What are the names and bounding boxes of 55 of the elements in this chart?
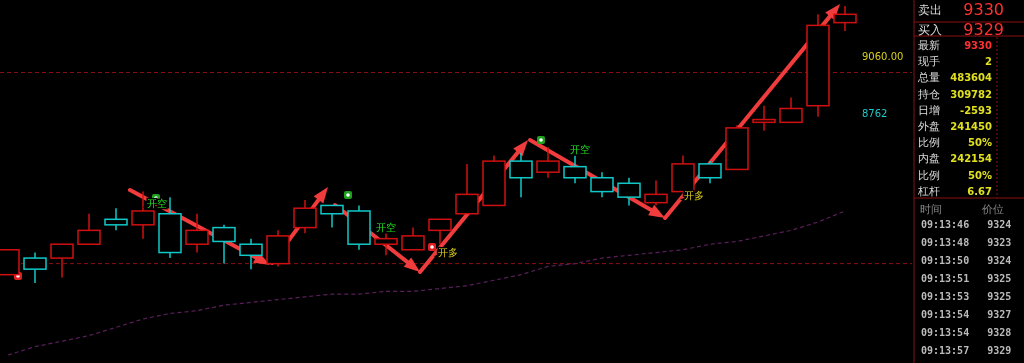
text: 价位 [981, 203, 1004, 216]
text: 内盘 [918, 152, 940, 166]
text: 总量 [917, 71, 940, 85]
text: 比例 [918, 168, 940, 182]
candlestick [266, 229, 290, 268]
text: 9329 [963, 20, 1004, 39]
text: 09:13:48 9323 [921, 237, 1012, 248]
candlestick [617, 176, 641, 207]
text: 09:13:54 9327 [921, 309, 1012, 320]
text: 8762 [862, 108, 888, 119]
candlestick [752, 104, 776, 132]
text: 持仓 [918, 87, 940, 101]
text: 09:13:53 9325 [921, 291, 1012, 302]
text: 09:13:54 9328 [921, 327, 1012, 338]
text: 日增 [918, 103, 940, 117]
text: 09:13:50 9324 [921, 255, 1012, 266]
text: 50% [968, 137, 992, 149]
text: -2593 [960, 104, 993, 116]
text: 比例 [918, 136, 940, 150]
text: 6.67 [967, 185, 993, 197]
text: 卖出 [918, 3, 942, 17]
text: 外盘 [918, 120, 940, 133]
candlestick [104, 207, 128, 232]
candlestick [536, 146, 560, 179]
candlestick [293, 199, 317, 234]
candlestick [806, 13, 830, 118]
text: 241450 [950, 121, 993, 132]
text: 09:13:57 9329 [921, 345, 1012, 356]
candlestick [374, 232, 398, 257]
candlestick [563, 154, 587, 185]
candlestick [212, 224, 236, 265]
annotation: 开多 [438, 247, 458, 258]
text: 242154 [950, 153, 993, 165]
candlestick [239, 237, 263, 270]
candlestick [590, 171, 614, 198]
candlestick [347, 204, 371, 251]
annotation: 开空 [376, 222, 396, 233]
text: 50% [968, 169, 992, 181]
text: 9330 [963, 0, 1004, 19]
text: 最新 [918, 39, 940, 52]
text: 现手 [918, 55, 940, 69]
text: 483604 [950, 72, 993, 84]
text: 买入 [918, 23, 942, 37]
text: 9060.00 [862, 51, 904, 62]
text: 09:13:46 9324 [921, 219, 1012, 230]
annotation: 开空 [570, 144, 590, 155]
annotation: 开多 [684, 190, 704, 201]
text: 2 [985, 56, 993, 68]
candlestick [185, 213, 209, 254]
text: 杠杆 [917, 184, 940, 198]
text: 时间 [920, 203, 942, 216]
candlestick [698, 160, 722, 185]
text: 9330 [964, 40, 993, 51]
text: 09:13:51 9325 [921, 273, 1012, 284]
text: 309782 [950, 88, 993, 100]
